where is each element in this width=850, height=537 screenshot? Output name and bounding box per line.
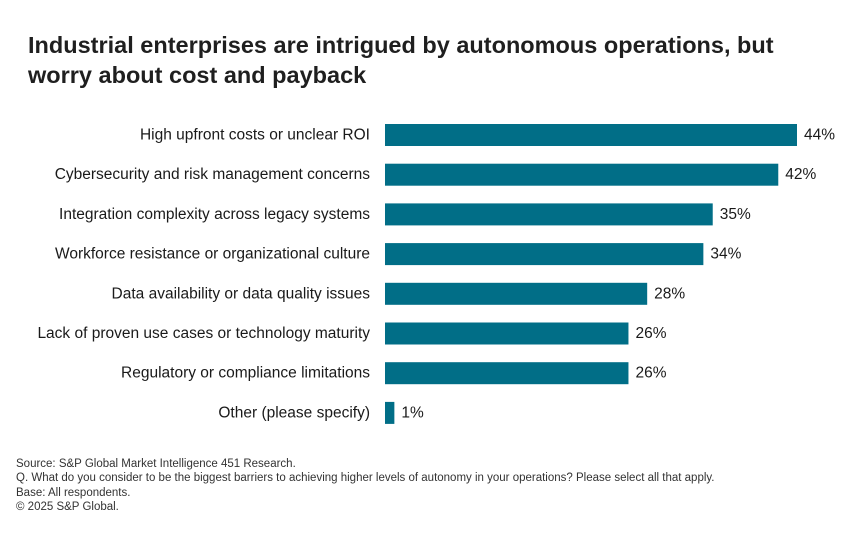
value-label: 1% xyxy=(401,404,424,421)
bar-row: High upfront costs or unclear ROI 44% xyxy=(140,124,835,146)
value-label: 42% xyxy=(785,166,816,183)
bar xyxy=(385,401,395,424)
category-label: Integration complexity across legacy sys… xyxy=(59,206,370,223)
bar xyxy=(385,203,713,226)
bar-row: Lack of proven use cases or technology m… xyxy=(37,322,667,345)
copyright-note: © 2025 S&P Global. xyxy=(16,500,119,513)
category-label: Data availability or data quality issues xyxy=(112,285,371,302)
question-note: Q. What do you consider to be the bigges… xyxy=(16,472,715,485)
value-label: 44% xyxy=(804,127,835,144)
bar xyxy=(385,362,629,385)
category-label: Cybersecurity and risk management concer… xyxy=(55,166,371,183)
value-label: 26% xyxy=(635,365,666,382)
source-note: Source: S&P Global Market Intelligence 4… xyxy=(16,458,296,470)
bar-row: Data availability or data quality issues… xyxy=(112,282,685,305)
value-label: 26% xyxy=(635,325,666,342)
bar xyxy=(385,163,779,186)
bar-row: Integration complexity across legacy sys… xyxy=(59,203,751,226)
bar-row: Other (please specify) 1% xyxy=(218,401,424,424)
bar-row: Workforce resistance or organizational c… xyxy=(55,243,742,266)
bar-row: Cybersecurity and risk management concer… xyxy=(55,163,817,186)
footnotes: Source: S&P Global Market Intelligence 4… xyxy=(16,457,715,514)
category-label: Lack of proven use cases or technology m… xyxy=(37,325,370,342)
category-label: Other (please specify) xyxy=(218,404,370,421)
value-label: 35% xyxy=(720,206,751,223)
bar xyxy=(385,124,797,146)
value-label: 28% xyxy=(654,285,685,302)
bar-row: Regulatory or compliance limitations 26% xyxy=(121,362,667,385)
value-label: 34% xyxy=(710,246,741,263)
chart-title: Industrial enterprises are intrigued by … xyxy=(28,32,774,88)
bar xyxy=(385,322,629,345)
category-label: Regulatory or compliance limitations xyxy=(121,365,370,382)
bar xyxy=(385,243,704,266)
category-label: High upfront costs or unclear ROI xyxy=(140,127,370,144)
category-label: Workforce resistance or organizational c… xyxy=(55,246,370,263)
base-note: Base: All respondents. xyxy=(16,486,131,499)
bar-chart: High upfront costs or unclear ROI 44% Cybe… xyxy=(37,124,835,424)
bar xyxy=(385,282,648,305)
